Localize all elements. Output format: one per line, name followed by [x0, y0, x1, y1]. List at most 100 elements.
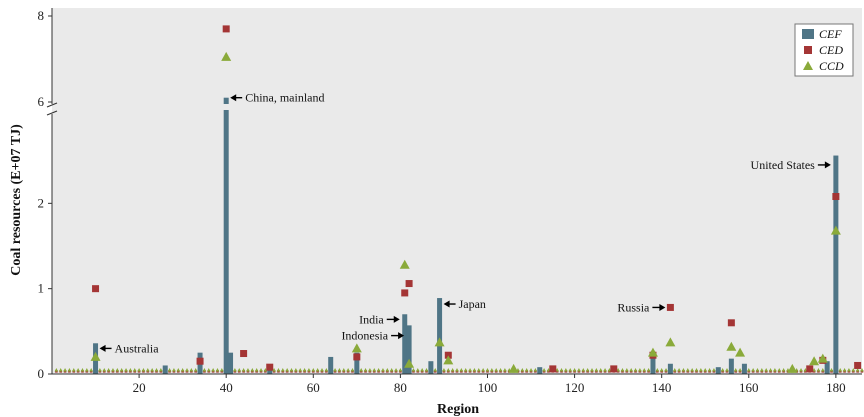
baseline-marker-ccd — [71, 368, 76, 372]
baseline-marker-ccd — [185, 368, 189, 372]
baseline-marker-ccd — [394, 368, 398, 372]
ccd-marker — [735, 347, 746, 357]
baseline-marker-ccd — [159, 368, 163, 372]
baseline-marker-ccd — [842, 368, 847, 372]
baseline-marker-ccd — [690, 368, 694, 372]
baseline-marker-ccd — [773, 368, 777, 372]
ced-marker — [222, 25, 230, 33]
baseline-marker-ccd — [241, 368, 246, 372]
ced-marker — [444, 351, 452, 359]
baseline-marker-ccd — [625, 368, 629, 372]
baseline-marker-ccd — [350, 368, 355, 372]
baseline-marker-ccd — [533, 368, 538, 372]
ced-marker — [266, 363, 274, 371]
baseline-marker-ccd — [220, 368, 224, 372]
baseline-marker-ccd — [746, 368, 751, 372]
baseline-marker-ccd — [733, 368, 738, 372]
cef-bar — [715, 367, 721, 374]
ccd-marker — [817, 353, 828, 363]
x-tick-label: 40 — [220, 380, 233, 395]
baseline-marker-ccd — [80, 368, 85, 372]
baseline-marker-ccd — [389, 368, 394, 372]
cef-bar — [162, 365, 168, 374]
baseline-marker-ccd — [646, 368, 651, 372]
baseline-marker-ccd — [568, 368, 573, 372]
baseline-marker-ccd — [189, 368, 194, 372]
baseline-marker-ccd — [476, 368, 481, 372]
cef-bar-top — [223, 97, 229, 104]
cef-bar — [354, 352, 360, 374]
x-tick-label: 60 — [307, 380, 320, 395]
baseline-marker-ccd — [520, 368, 525, 372]
ced-marker — [610, 365, 618, 373]
baseline-marker-ccd — [838, 368, 843, 372]
baseline-marker-ccd — [67, 368, 72, 372]
annotation-label: Japan — [459, 297, 486, 311]
baseline-marker-ccd — [764, 368, 768, 372]
annotation-label: Russia — [617, 300, 650, 314]
baseline-marker-ccd — [459, 368, 464, 372]
x-tick-label: 100 — [478, 380, 498, 395]
baseline-marker-ccd — [424, 368, 429, 372]
annotation-arrowhead — [443, 300, 450, 308]
ccd-marker — [221, 51, 232, 61]
baseline-marker-ccd — [324, 368, 329, 372]
ced-marker — [92, 285, 100, 293]
baseline-marker-ccd — [115, 368, 120, 372]
ced-marker — [401, 289, 409, 297]
baseline-marker-ccd — [585, 368, 590, 372]
x-tick-label: 80 — [394, 380, 407, 395]
baseline-marker-ccd — [594, 368, 599, 372]
plot-area-background — [52, 8, 862, 374]
baseline-marker-ccd — [76, 368, 80, 372]
ccd-marker — [399, 259, 410, 269]
ccd-marker — [787, 363, 798, 373]
cef-bar — [328, 356, 334, 374]
baseline-marker-ccd — [468, 368, 472, 372]
annotation-label: China, mainland — [245, 91, 324, 105]
baseline-marker-ccd — [398, 368, 403, 372]
baseline-marker-ccd — [816, 368, 821, 372]
baseline-marker-ccd — [559, 368, 564, 372]
baseline-marker-ccd — [368, 368, 372, 372]
baseline-marker-ccd — [751, 368, 755, 372]
baseline-marker-ccd — [372, 368, 377, 372]
y-axis-title: Coal resources (E+07 TJ) — [9, 124, 24, 276]
baseline-marker-ccd — [359, 368, 363, 372]
baseline-marker-ccd — [472, 368, 477, 372]
baseline-marker-ccd — [254, 368, 259, 372]
cef-bar — [228, 352, 234, 374]
y-tick-label: 1 — [38, 281, 45, 296]
cef-bar — [741, 363, 747, 374]
ccd-marker — [434, 337, 445, 347]
baseline-marker-ccd — [58, 368, 63, 372]
cef-bar — [223, 110, 229, 374]
cef-bar — [667, 363, 673, 374]
annotation-label: India — [359, 312, 384, 326]
baseline-marker-ccd — [529, 368, 533, 372]
baseline-marker-ccd — [289, 368, 294, 372]
baseline-marker-ccd — [821, 368, 825, 372]
cef-bar — [833, 155, 839, 374]
ccd-marker — [508, 363, 519, 373]
baseline-marker-ccd — [237, 368, 242, 372]
y-tick-label: 0 — [38, 366, 45, 381]
cef-bar — [537, 367, 543, 374]
cef-bar — [267, 369, 273, 374]
baseline-marker-ccd — [137, 368, 141, 372]
ced-marker — [549, 365, 557, 373]
axis-break-mark — [46, 110, 58, 116]
baseline-marker-ccd — [281, 368, 285, 372]
baseline-marker-ccd — [311, 368, 316, 372]
ced-marker — [727, 319, 735, 327]
baseline-marker-ccd — [712, 368, 716, 372]
baseline-marker-ccd — [141, 368, 146, 372]
ccd-marker — [665, 337, 676, 347]
legend-swatch-ced — [804, 46, 812, 54]
baseline-marker-ccd — [781, 368, 786, 372]
baseline-marker-ccd — [620, 368, 625, 372]
annotation-arrowhead — [230, 94, 237, 102]
x-tick-label: 120 — [565, 380, 585, 395]
baseline-marker-ccd — [481, 368, 485, 372]
